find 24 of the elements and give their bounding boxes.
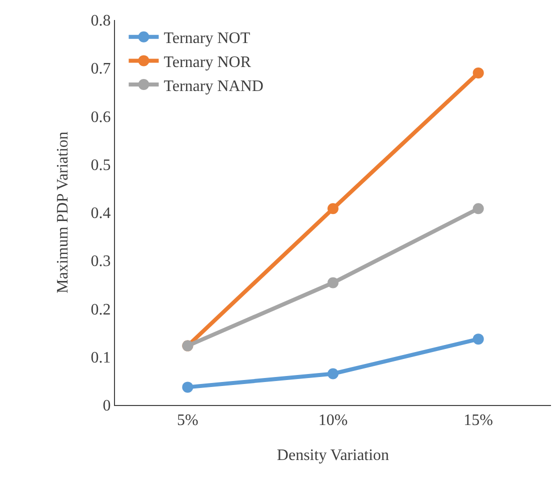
y-tick-label: 0.3 xyxy=(90,253,111,270)
legend-label: Ternary NOR xyxy=(164,54,252,71)
y-tick-label: 0.1 xyxy=(90,349,111,366)
x-axis-title: Density Variation xyxy=(276,446,390,464)
point xyxy=(472,203,484,214)
point xyxy=(328,203,338,214)
point xyxy=(472,334,484,345)
y-tick-label: 0.6 xyxy=(90,108,111,126)
y-tick-label: 0.7 xyxy=(90,60,111,78)
x-tick-label: 10% xyxy=(318,412,348,430)
y-axis-title: Maximum PDP Variation xyxy=(54,132,72,294)
point xyxy=(182,382,194,393)
point xyxy=(472,67,484,78)
x-tick-label: 15% xyxy=(464,412,493,430)
y-tick-label: 0.2 xyxy=(90,301,111,318)
y-tick-label: 0 xyxy=(102,398,111,415)
y-tick-label: 0.8 xyxy=(90,12,111,30)
point xyxy=(328,277,338,288)
x-tick-label: 5% xyxy=(177,412,198,430)
point xyxy=(328,368,338,380)
y-tick-label: 0.4 xyxy=(90,205,111,222)
legend-label: Ternary NAND xyxy=(164,78,264,95)
legend-label: Ternary NOT xyxy=(164,30,250,48)
y-tick-label: 0.5 xyxy=(90,156,111,174)
